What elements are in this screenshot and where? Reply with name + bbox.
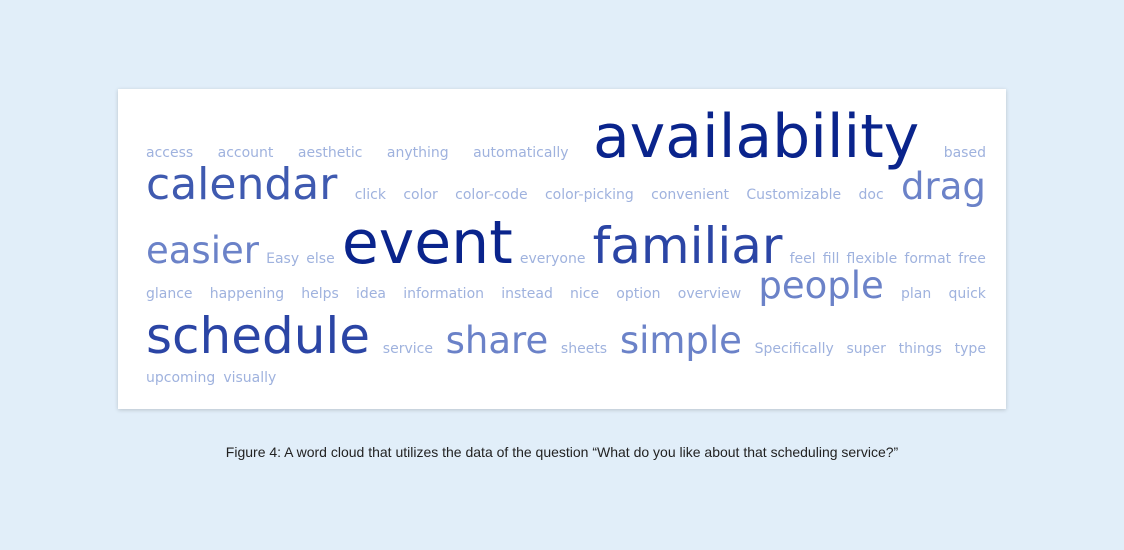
word-information: information (403, 286, 485, 302)
word-glance: glance (146, 286, 193, 302)
word-share: share (445, 319, 549, 362)
word-availability: availability (592, 102, 920, 172)
word-people: people (758, 264, 884, 307)
word-idea: idea (356, 286, 387, 302)
word-feel: feel (789, 251, 816, 267)
word-cloud-line-3: easier Easy else event everyone familiar feel f… (146, 213, 986, 273)
word-drag: drag (901, 165, 986, 208)
word-specifically: Specifically (754, 341, 834, 357)
word-based: based (943, 145, 986, 161)
word-schedule: schedule (146, 307, 371, 365)
word-instead: instead (501, 286, 553, 302)
word-visually: visually (223, 370, 277, 386)
word-cloud-line-5: schedule service share sheets simple Specific… (146, 311, 986, 367)
word-else: else (306, 251, 335, 267)
word-cloud-card: access account aesthetic anything automatica… (118, 89, 1006, 409)
word-account: account (217, 145, 274, 161)
word-overview: overview (677, 286, 742, 302)
word-fill: fill (822, 251, 840, 267)
word-color-code: color-code (455, 187, 528, 203)
word-cloud-line-6: upcoming visually (146, 371, 986, 395)
word-event: event (341, 208, 513, 278)
word-color-picking: color-picking (544, 187, 634, 203)
word-cloud-line-1: access account aesthetic anything automatica… (146, 107, 986, 177)
word-automatically: automatically (473, 145, 569, 161)
word-helps: helps (301, 286, 339, 302)
word-super: super (846, 341, 886, 357)
word-easy: Easy (266, 251, 300, 267)
word-simple: simple (619, 319, 742, 362)
word-things: things (898, 341, 942, 357)
word-everyone: everyone (519, 251, 586, 267)
word-nice: nice (570, 286, 600, 302)
word-color: color (403, 187, 438, 203)
word-flexible: flexible (846, 251, 898, 267)
word-cloud-line-4: glance happening helps idea information inste… (146, 267, 986, 311)
word-familiar: familiar (592, 217, 783, 275)
word-type: type (954, 341, 986, 357)
word-format: format (904, 251, 952, 267)
word-easier: easier (146, 229, 259, 272)
word-calendar: calendar (146, 159, 338, 210)
word-option: option (616, 286, 661, 302)
figure-caption: Figure 4: A word cloud that utilizes the… (225, 444, 899, 460)
word-click: click (354, 187, 386, 203)
word-sheets: sheets (560, 341, 608, 357)
word-customizable: Customizable (746, 187, 842, 203)
word-free: free (958, 251, 986, 267)
word-aesthetic: aesthetic (297, 145, 363, 161)
word-plan: plan (901, 286, 932, 302)
word-quick: quick (948, 286, 986, 302)
word-anything: anything (386, 145, 449, 161)
word-cloud-line-2: calendar click color color-code color-pickin… (146, 163, 986, 215)
word-happening: happening (209, 286, 285, 302)
word-doc: doc (858, 187, 884, 203)
word-convenient: convenient (651, 187, 729, 203)
word-access: access (146, 145, 194, 161)
word-upcoming: upcoming (146, 370, 216, 386)
word-service: service (382, 341, 433, 357)
